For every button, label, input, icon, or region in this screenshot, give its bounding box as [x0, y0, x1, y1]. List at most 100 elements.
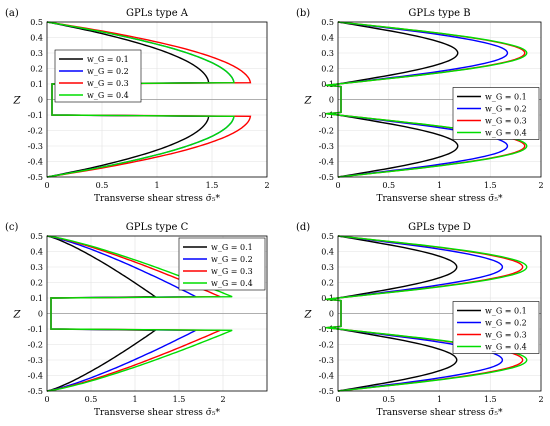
y-tick-label: -0.4 — [28, 158, 43, 167]
x-tick-label: 0.5 — [382, 395, 395, 404]
y-tick-label: -0.3 — [28, 356, 43, 365]
y-tick-label: -0.4 — [319, 372, 334, 381]
x-tick-label: 1.5 — [173, 395, 186, 404]
legend-label: w_G = 0.4 — [485, 343, 527, 352]
panel-label: (d) — [296, 222, 310, 233]
chart-panel-2: 0.50.40.30.20.10-0.1-0.2-0.3-0.4-0.50 0.5… — [296, 8, 544, 204]
x-axis-label: Transverse shear stress σ̄₅* — [94, 194, 221, 204]
y-tick-label: -0.5 — [28, 387, 43, 396]
y-tick-label: -0.1 — [319, 111, 334, 120]
series-line-4 — [46, 235, 233, 392]
y-tick-label: -0.1 — [28, 111, 43, 120]
y-tick-label: -0.4 — [319, 158, 334, 167]
chart-panel-1: 0.50.40.30.20.10-0.1-0.2-0.3-0.4-0.50 0.5… — [5, 8, 270, 204]
chart-title: GPLs type A — [126, 8, 189, 19]
x-tick-label: 1 — [154, 181, 159, 190]
y-tick-label: 0.1 — [30, 80, 43, 89]
x-tick-label: 0.5 — [96, 181, 109, 190]
y-tick-label: 0.3 — [30, 263, 43, 272]
axes-frame — [337, 21, 542, 178]
y-tick-label: -0.5 — [319, 173, 334, 182]
y-tick-label: 0 — [329, 96, 334, 105]
y-tick-label: -0.2 — [319, 127, 334, 136]
y-tick-label: 0 — [38, 310, 43, 319]
axes-frame — [337, 235, 542, 392]
y-axis-label: Z — [13, 310, 22, 321]
legend-label: w_G = 0.3 — [87, 79, 129, 88]
legend-label: w_G = 0.1 — [485, 307, 527, 316]
x-tick-label: 2 — [220, 395, 225, 404]
y-tick-label: -0.3 — [319, 142, 334, 151]
y-tick-label: 0.1 — [30, 294, 43, 303]
series-line-4 — [46, 21, 235, 178]
legend-label: w_G = 0.2 — [87, 67, 129, 76]
x-tick-label: 1 — [132, 395, 137, 404]
series-line-4 — [325, 235, 528, 392]
y-tick-label: -0.2 — [319, 341, 334, 350]
chart-title: GPLs type B — [408, 8, 470, 19]
x-tick-label: 1.5 — [484, 181, 497, 190]
legend: w_G = 0.1 w_G = 0.2 w_G = 0.3 w_G = 0.4 — [452, 301, 540, 354]
y-tick-label: 0.5 — [30, 232, 43, 241]
x-axis-label: Transverse shear stress σ̄₅* — [94, 408, 221, 418]
legend-label: w_G = 0.3 — [485, 331, 527, 340]
x-tick-label: 0 — [44, 181, 49, 190]
y-tick-label: -0.4 — [28, 372, 43, 381]
y-tick-label: 0.4 — [321, 34, 334, 43]
legend-label: w_G = 0.1 — [485, 93, 527, 102]
y-tick-label: 0.4 — [321, 248, 334, 257]
y-tick-label: 0.5 — [30, 18, 43, 27]
y-tick-label: -0.5 — [319, 387, 334, 396]
axes-frame — [46, 21, 268, 178]
x-tick-label: 2 — [538, 181, 543, 190]
x-tick-label: 0 — [44, 395, 49, 404]
y-tick-label: 0.5 — [321, 232, 334, 241]
legend-label: w_G = 0.1 — [87, 55, 129, 64]
legend-label: w_G = 0.4 — [211, 279, 253, 288]
y-tick-label: -0.3 — [319, 356, 334, 365]
series-line-4 — [325, 21, 528, 178]
y-tick-label: 0.2 — [30, 279, 43, 288]
x-tick-label: 1.5 — [206, 181, 219, 190]
y-tick-label: 0.3 — [321, 49, 334, 58]
y-tick-label: 0 — [38, 96, 43, 105]
legend: w_G = 0.1 w_G = 0.2 w_G = 0.3 w_G = 0.4 — [178, 237, 266, 291]
legend-label: w_G = 0.2 — [485, 319, 527, 328]
legend: w_G = 0.1 w_G = 0.2 w_G = 0.3 w_G = 0.4 — [54, 49, 142, 103]
panel-label: (c) — [5, 222, 19, 233]
x-tick-label: 0.5 — [85, 395, 98, 404]
legend: w_G = 0.1 w_G = 0.2 w_G = 0.3 w_G = 0.4 — [452, 87, 540, 140]
x-tick-label: 2 — [264, 181, 269, 190]
x-tick-label: 1.5 — [484, 395, 497, 404]
legend-label: w_G = 0.2 — [211, 255, 253, 264]
y-tick-label: -0.2 — [28, 127, 43, 136]
legend-label: w_G = 0.4 — [485, 129, 527, 138]
y-tick-label: 0.4 — [30, 34, 43, 43]
y-tick-label: 0.3 — [30, 49, 43, 58]
chart-title: GPLs type D — [408, 222, 471, 233]
y-tick-label: 0.2 — [321, 279, 334, 288]
y-tick-label: 0.5 — [321, 18, 334, 27]
legend-label: w_G = 0.3 — [485, 117, 527, 126]
y-tick-label: 0 — [329, 310, 334, 319]
x-axis-label: Transverse shear stress σ̄₅* — [376, 408, 503, 418]
y-axis-label: Z — [304, 96, 313, 107]
x-tick-label: 2 — [538, 395, 543, 404]
y-tick-label: 0.2 — [30, 65, 43, 74]
x-axis-label: Transverse shear stress σ̄₅* — [376, 194, 503, 204]
panel-label: (a) — [5, 8, 19, 19]
chart-panel-3: 0.50.40.30.20.10-0.1-0.2-0.3-0.4-0.50 0.5… — [5, 222, 268, 418]
y-tick-label: 0.4 — [30, 248, 43, 257]
y-axis-label: Z — [304, 310, 313, 321]
chart-title: GPLs type C — [126, 222, 189, 233]
y-tick-label: -0.1 — [28, 325, 43, 334]
legend-label: w_G = 0.2 — [485, 105, 527, 114]
y-tick-label: 0.2 — [321, 65, 334, 74]
chart-panel-4: 0.50.40.30.20.10-0.1-0.2-0.3-0.4-0.50 0.5… — [296, 222, 544, 418]
x-tick-label: 0 — [335, 395, 340, 404]
x-tick-label: 0 — [335, 181, 340, 190]
y-tick-label: -0.1 — [319, 325, 334, 334]
x-tick-label: 1 — [437, 181, 442, 190]
legend-label: w_G = 0.4 — [87, 91, 129, 100]
